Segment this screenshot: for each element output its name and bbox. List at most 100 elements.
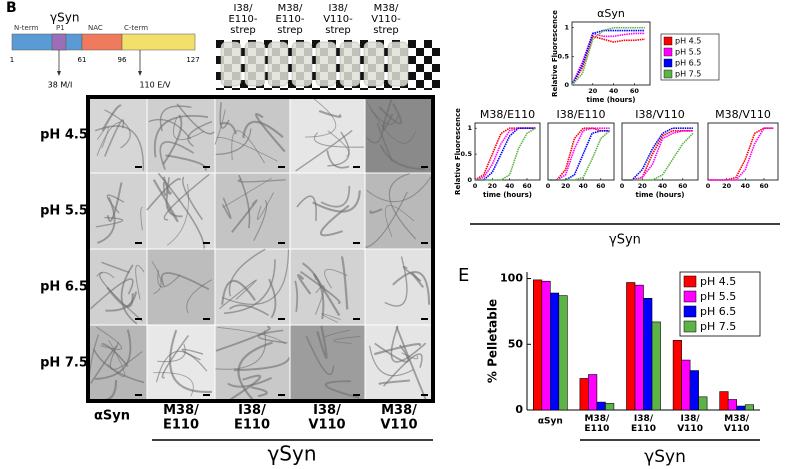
fibril bbox=[105, 291, 138, 312]
y-tick-label: 0.5 bbox=[460, 150, 472, 158]
plot-frame bbox=[474, 122, 541, 181]
x-tick-label: 40 bbox=[505, 182, 515, 190]
fibril bbox=[218, 279, 257, 310]
fibril bbox=[366, 101, 416, 144]
group-label: γSyn bbox=[644, 447, 686, 467]
bar bbox=[689, 370, 699, 411]
fibril bbox=[223, 259, 276, 314]
fibril bbox=[401, 352, 419, 360]
x-axis-label: time (hours) bbox=[586, 96, 635, 104]
bar bbox=[719, 391, 729, 411]
residue-number: 96 bbox=[118, 56, 127, 64]
fibril bbox=[233, 356, 291, 372]
x-tick-label: 0 bbox=[546, 182, 551, 190]
fibril bbox=[167, 183, 189, 246]
fibril bbox=[104, 109, 131, 149]
fibril bbox=[96, 271, 115, 279]
vial bbox=[363, 41, 385, 87]
fibril bbox=[373, 342, 422, 356]
fibril bbox=[242, 120, 284, 139]
row-label: pH 5.5 bbox=[40, 204, 88, 219]
fibril bbox=[187, 121, 213, 147]
fibril bbox=[374, 342, 410, 363]
fibril bbox=[326, 150, 350, 169]
x-tick-label: 60 bbox=[678, 182, 688, 190]
fibril bbox=[215, 330, 266, 370]
fibril bbox=[221, 197, 232, 219]
bar bbox=[634, 284, 644, 411]
fibril bbox=[96, 121, 121, 156]
plot-frame bbox=[707, 122, 779, 181]
fibril bbox=[230, 374, 262, 401]
fibril bbox=[395, 326, 427, 400]
mutation-label: 110 E/V bbox=[139, 81, 171, 90]
fibril bbox=[321, 313, 341, 323]
x-tick-label: 60 bbox=[596, 182, 606, 190]
kinetic-curve bbox=[548, 127, 610, 181]
fibril bbox=[327, 130, 350, 157]
legend-swatch bbox=[683, 320, 697, 333]
fibril bbox=[256, 192, 275, 220]
legend-swatch bbox=[683, 275, 697, 288]
group-label: γSyn bbox=[267, 442, 316, 466]
plot-frame bbox=[621, 122, 699, 181]
domain-block bbox=[51, 33, 67, 51]
em-image bbox=[214, 172, 291, 250]
fibril bbox=[253, 199, 268, 241]
legend-swatch bbox=[683, 290, 697, 303]
fibril bbox=[101, 342, 129, 367]
domain-label: C-term bbox=[124, 24, 148, 32]
residue-number: 61 bbox=[78, 56, 87, 64]
row-label: pH 6.5 bbox=[40, 280, 88, 295]
y-axis-label: Relative Fluorescence bbox=[454, 108, 462, 195]
fibril bbox=[94, 125, 145, 171]
domain-block bbox=[121, 33, 196, 51]
em-image bbox=[87, 248, 148, 326]
bar bbox=[736, 405, 746, 411]
vial-label: I38/V110-strep bbox=[323, 3, 353, 36]
bar bbox=[698, 396, 708, 411]
fibril bbox=[392, 270, 431, 305]
em-image bbox=[289, 324, 366, 402]
vial bbox=[387, 41, 409, 87]
bar bbox=[541, 280, 551, 411]
fibril bbox=[217, 326, 286, 345]
fibril bbox=[160, 272, 210, 291]
fibril bbox=[104, 119, 125, 157]
fibril bbox=[305, 335, 335, 376]
bar bbox=[744, 404, 755, 411]
bar bbox=[605, 403, 615, 411]
vial bbox=[339, 41, 361, 87]
fibril bbox=[305, 98, 337, 138]
chart-title: M38/V110 bbox=[715, 108, 771, 121]
row-label: pH 7.5 bbox=[40, 356, 88, 371]
fibril bbox=[162, 177, 170, 197]
x-tick-label: 60 bbox=[522, 182, 532, 190]
fibril bbox=[324, 329, 351, 338]
fibril bbox=[219, 102, 230, 129]
fibril bbox=[101, 104, 122, 132]
arrow-head bbox=[57, 71, 61, 76]
em-image bbox=[146, 324, 216, 402]
legend-label: pH 5.5 bbox=[675, 48, 701, 57]
fibril bbox=[382, 353, 423, 387]
vial bbox=[291, 41, 313, 87]
fibril bbox=[316, 325, 328, 359]
fibril bbox=[163, 173, 210, 221]
x-tick-label: 60 bbox=[630, 87, 640, 95]
bar bbox=[549, 292, 560, 411]
fibril bbox=[153, 372, 194, 397]
x-tick-label: 40 bbox=[658, 182, 668, 190]
x-axis-label: time (hours) bbox=[483, 191, 532, 199]
fibril bbox=[257, 329, 288, 344]
fibril bbox=[324, 380, 360, 399]
vial bbox=[244, 41, 266, 87]
fibril bbox=[161, 334, 190, 379]
panel-letter: B bbox=[6, 0, 17, 16]
fibril bbox=[320, 185, 351, 208]
mutation-label: 38 M/I bbox=[48, 81, 73, 90]
fibril bbox=[107, 339, 126, 378]
em-image bbox=[87, 324, 148, 402]
domain-label: NAC bbox=[88, 24, 103, 32]
kinetic-curve bbox=[571, 35, 645, 86]
